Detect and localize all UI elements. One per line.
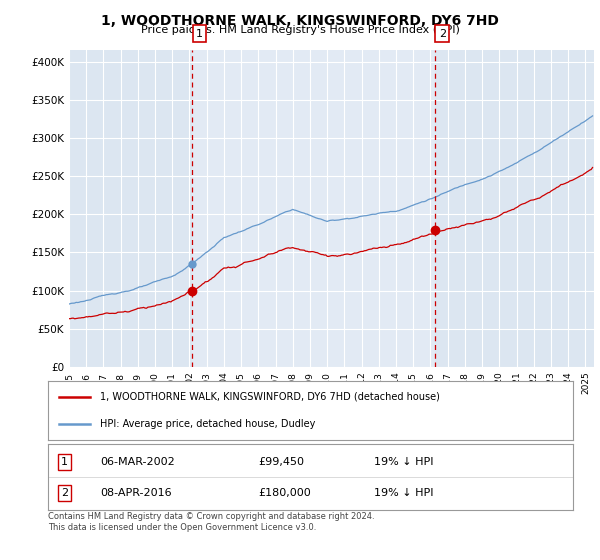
Text: 2: 2 — [61, 488, 68, 498]
Text: 19% ↓ HPI: 19% ↓ HPI — [373, 488, 433, 498]
Text: 1: 1 — [61, 457, 68, 467]
Text: £180,000: £180,000 — [258, 488, 311, 498]
Text: 19% ↓ HPI: 19% ↓ HPI — [373, 457, 433, 467]
Text: HPI: Average price, detached house, Dudley: HPI: Average price, detached house, Dudl… — [101, 419, 316, 429]
Text: 1: 1 — [196, 29, 203, 39]
Bar — [193, 50, 435, 367]
Text: Price paid vs. HM Land Registry's House Price Index (HPI): Price paid vs. HM Land Registry's House … — [140, 25, 460, 35]
Text: Contains HM Land Registry data © Crown copyright and database right 2024.
This d: Contains HM Land Registry data © Crown c… — [48, 512, 374, 532]
Text: 1, WOODTHORNE WALK, KINGSWINFORD, DY6 7HD: 1, WOODTHORNE WALK, KINGSWINFORD, DY6 7H… — [101, 14, 499, 28]
Text: 08-APR-2016: 08-APR-2016 — [101, 488, 172, 498]
Text: £99,450: £99,450 — [258, 457, 304, 467]
Text: 2: 2 — [439, 29, 446, 39]
Text: 06-MAR-2002: 06-MAR-2002 — [101, 457, 175, 467]
Text: 1, WOODTHORNE WALK, KINGSWINFORD, DY6 7HD (detached house): 1, WOODTHORNE WALK, KINGSWINFORD, DY6 7H… — [101, 391, 440, 402]
